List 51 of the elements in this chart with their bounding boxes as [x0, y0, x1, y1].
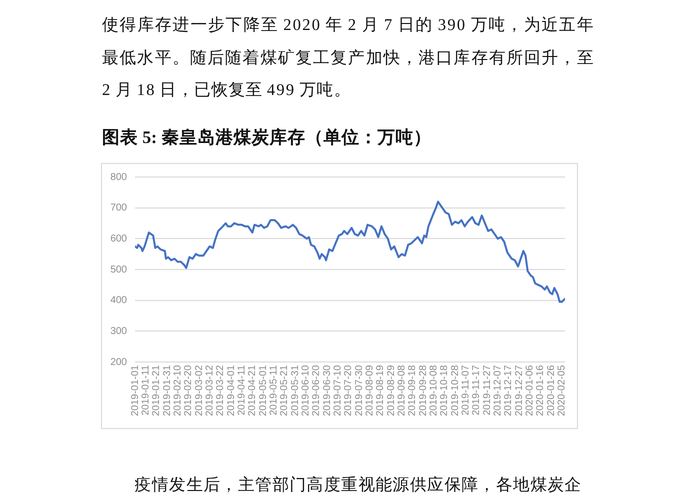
text: 疫情发生后，主管部门高度重视能源供应保障，各地煤炭企: [134, 475, 582, 494]
x-tick-label: 2019-05-11: [268, 364, 280, 416]
y-tick-label: 500: [110, 264, 128, 276]
x-tick-label: 2019-12-07: [492, 364, 504, 416]
text: 使得库存进一步下降至 2020 年 2 月 7 日的 390 万吨，为近五年最低水平。随后随着煤矿复工复产加快，港口库存有所回升，至 2 月 18 日，已恢复至 499 万吨。: [102, 15, 594, 99]
x-tick-label: 2019-12-17: [503, 364, 514, 416]
x-tick-label: 2019-02-10: [172, 364, 184, 416]
y-tick-label: 600: [110, 233, 128, 244]
x-tick-label: 2019-10-28: [450, 364, 461, 416]
x-tick-label: 2019-05-21: [279, 364, 290, 416]
y-tick-label: 400: [110, 295, 128, 306]
x-tick-label: 2019-09-28: [418, 364, 429, 416]
x-tick-label: 2019-08-29: [386, 364, 397, 416]
x-tick-label: 2019-02-20: [183, 364, 194, 416]
x-tick-label: 2019-07-10: [332, 364, 344, 416]
x-tick-label: 2019-11-27: [482, 364, 493, 416]
x-tick-label: 2019-08-19: [375, 364, 386, 416]
x-tick-label: 2019-08-09: [364, 364, 376, 416]
x-tick-label: 2019-04-11: [236, 364, 248, 416]
x-tick-label: 2019-03-12: [204, 364, 216, 416]
x-tick-label: 2019-10-08: [428, 364, 440, 416]
x-tick-label: 2019-03-02: [194, 364, 205, 416]
x-tick-label: 2019-01-21: [151, 364, 162, 416]
x-tick-label: 2020-01-16: [535, 364, 546, 416]
x-tick-label: 2019-12-27: [514, 364, 525, 416]
x-tick-label: 2019-01-11: [140, 364, 152, 416]
x-tick-label: 2019-05-01: [258, 364, 269, 416]
x-tick-label: 2019-01-31: [162, 364, 173, 416]
x-tick-label: 2019-10-18: [439, 364, 450, 416]
x-tick-label: 2020-01-06: [524, 364, 536, 416]
x-tick-label: 2019-04-21: [247, 364, 258, 416]
x-tick-label: 2019-05-31: [290, 364, 301, 416]
x-tick-label: 2019-06-30: [322, 364, 333, 416]
chart-title: 图表 5: 秦皇岛港煤炭库存（单位：万吨）: [102, 126, 432, 148]
x-tick-label: 2019-06-10: [300, 364, 312, 416]
y-tick-label: 800: [110, 172, 128, 183]
x-tick-label: 2020-02-05: [556, 364, 568, 416]
y-tick-label: 700: [110, 202, 128, 214]
x-tick-label: 2019-03-22: [215, 364, 226, 416]
x-tick-label: 2019-04-01: [226, 364, 237, 416]
x-tick-label: 2019-07-20: [343, 364, 354, 416]
x-tick-label: 2019-01-01: [130, 364, 141, 416]
x-tick-label: 2019-09-18: [407, 364, 418, 416]
x-tick-label: 2019-07-30: [354, 364, 365, 416]
y-tick-label: 300: [110, 326, 128, 337]
x-tick-label: 2019-09-08: [396, 364, 408, 416]
y-tick-label: 200: [110, 356, 128, 368]
x-tick-label: 2019-11-17: [471, 364, 482, 416]
x-tick-label: 2019-06-20: [311, 364, 322, 416]
x-tick-label: 2020-01-26: [546, 364, 557, 416]
x-tick-label: 2019-11-07: [460, 364, 472, 416]
